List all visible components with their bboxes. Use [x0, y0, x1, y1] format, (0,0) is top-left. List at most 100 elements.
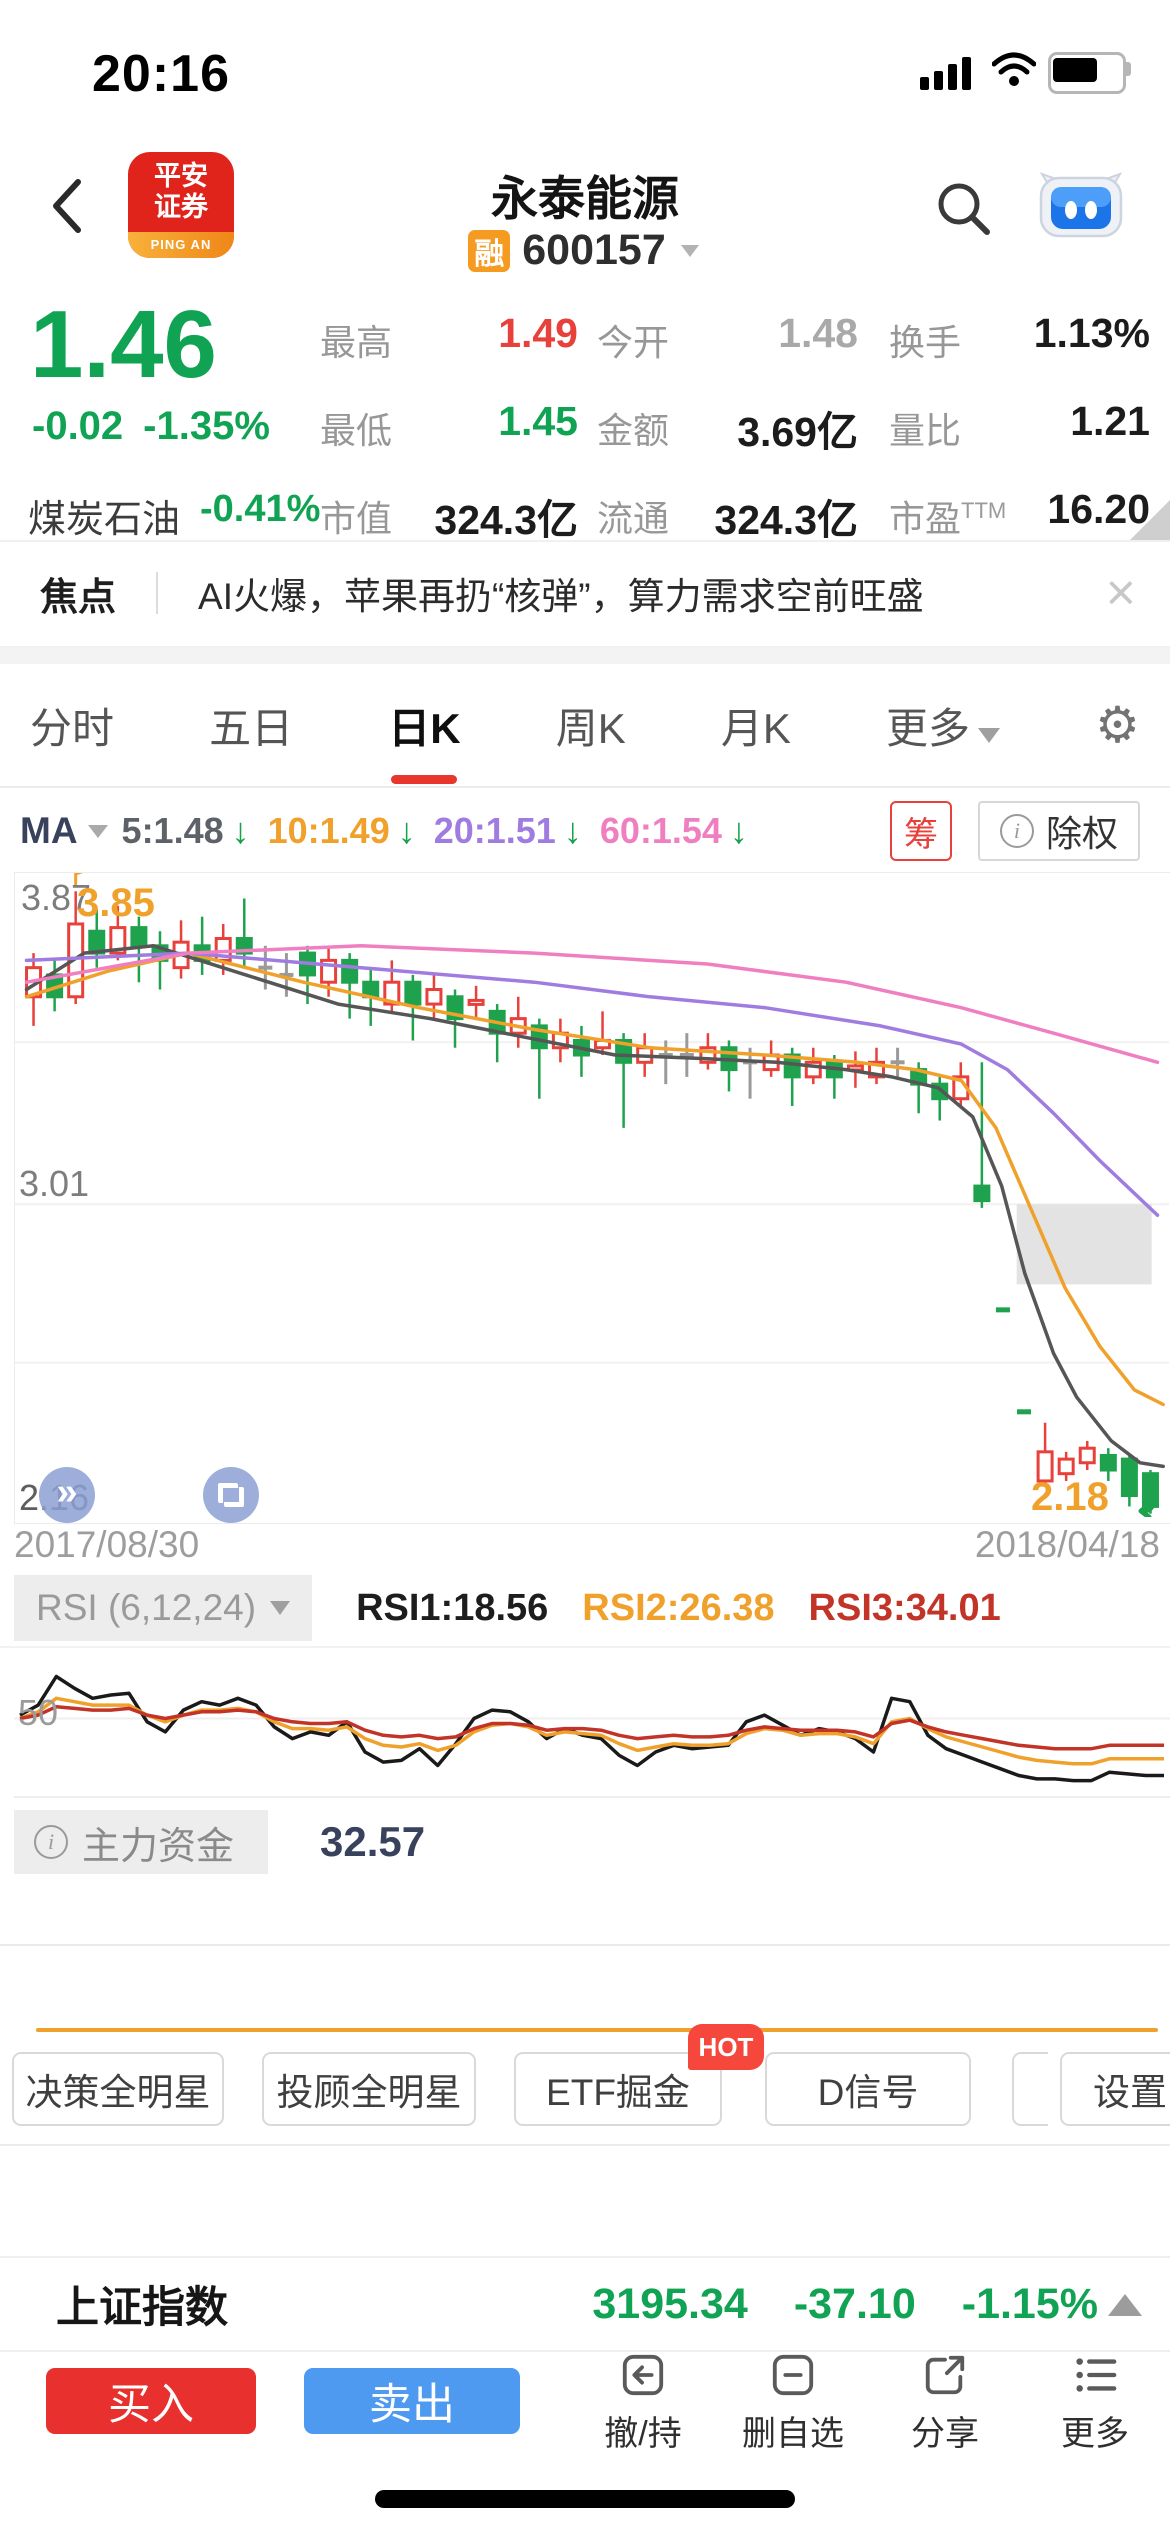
stat-label: 今开 — [597, 322, 670, 363]
logo-subtext: PING AN — [128, 232, 234, 258]
down-arrow-icon: ↓ — [231, 810, 250, 851]
hot-badge: HOT — [688, 2024, 764, 2070]
stat-label: 量比 — [889, 410, 962, 451]
stat-label: 最低 — [320, 410, 393, 451]
ma-label[interactable]: MA — [20, 810, 78, 851]
stat-value: 1.45 — [498, 398, 578, 444]
battery-level — [1053, 58, 1097, 82]
rsi-canvas — [14, 1674, 1170, 1783]
feature-button-settings[interactable]: 设置 — [1060, 2052, 1170, 2126]
index-name: 上证指数 — [56, 2284, 228, 2332]
tab-monthly-k[interactable]: 月K — [720, 704, 791, 752]
last-close-label: 2.18 — [1031, 1475, 1109, 1519]
sector-name[interactable]: 煤炭石油 — [28, 499, 181, 541]
feature-button-strategy[interactable]: 决策全明星 — [12, 2052, 224, 2126]
rsi-chart[interactable] — [14, 1648, 1170, 1798]
stat-label: 金额 — [597, 410, 670, 451]
stat-label: 市值 — [320, 498, 393, 539]
stat-label: 最高 — [320, 322, 393, 363]
battery-nub — [1126, 62, 1131, 76]
feature-button-advisor[interactable]: 投顾全明星 — [262, 2052, 476, 2126]
ma10-value: 10:1.49 — [267, 810, 390, 851]
kline-canvas — [15, 873, 1169, 1514]
battery-icon — [1048, 52, 1126, 94]
info-icon: i — [999, 814, 1034, 848]
rsi-selector[interactable]: RSI (6,12,24) — [14, 1575, 313, 1641]
start-date: 2017/08/30 — [14, 1524, 200, 1565]
tab-minute[interactable]: 分时 — [30, 704, 115, 752]
feature-button-dsignal[interactable]: D信号 — [765, 2052, 971, 2126]
expand-corner-icon[interactable] — [1130, 500, 1170, 540]
chevron-up-icon[interactable] — [1108, 2294, 1142, 2316]
kline-chart[interactable]: 3.87 3.85 3.01 2.16 2.18 » — [14, 872, 1170, 1524]
chip-distribution-button[interactable]: 筹 — [889, 801, 952, 861]
stat-value: 1.49 — [498, 310, 578, 356]
index-bar[interactable]: 上证指数 3195.34 -37.10 -1.15% — [0, 2256, 1170, 2352]
gear-icon[interactable]: ⚙ — [1095, 697, 1140, 753]
divider — [0, 1944, 1170, 1946]
search-icon[interactable] — [935, 180, 993, 238]
logo-text: 平安 — [154, 161, 208, 191]
list-icon — [1076, 2358, 1117, 2392]
pingan-securities-logo[interactable]: 平安 证券 PING AN — [128, 152, 234, 258]
stat-value: 324.3亿 — [714, 497, 858, 543]
axis-label-high: 3.87 — [21, 877, 92, 918]
tab-5day[interactable]: 五日 — [209, 704, 294, 752]
close-icon[interactable]: × — [1105, 564, 1136, 622]
index-value: 3195.34 — [592, 2279, 748, 2328]
ma20-value: 20:1.51 — [433, 810, 556, 851]
index-change: -37.10 — [793, 2279, 916, 2328]
fund-flow-line — [36, 2028, 1158, 2032]
feature-button-etf[interactable]: ETF掘金 — [514, 2052, 722, 2126]
index-change-pct: -1.15% — [961, 2279, 1098, 2328]
back-button[interactable] — [48, 178, 84, 234]
status-time: 20:16 — [92, 45, 230, 103]
assistant-robot-icon[interactable] — [1038, 170, 1124, 240]
news-banner[interactable]: 焦点 AI火爆，苹果再扔“核弹”，算力需求空前旺盛 × — [0, 540, 1170, 648]
stock-code: 600157 — [522, 226, 666, 274]
page-title: 永泰能源 — [491, 172, 679, 225]
exright-button[interactable]: i 除权 — [977, 801, 1140, 861]
tab-more[interactable]: 更多 — [886, 695, 1001, 756]
rsi-values: RSI1:18.56 RSI2:26.38 RSI3:34.01 — [356, 1587, 1001, 1630]
share-button[interactable]: 分享 — [870, 2352, 1020, 2455]
fullscreen-icon — [218, 1483, 238, 1503]
tab-weekly-k[interactable]: 周K — [555, 704, 626, 752]
rsi-mid-label: 50 — [18, 1692, 59, 1733]
margin-badge: 融 — [468, 229, 511, 272]
news-headline[interactable]: AI火爆，苹果再扔“核弹”，算力需求空前旺盛 — [198, 576, 924, 617]
fullscreen-icon — [224, 1487, 244, 1507]
home-indicator[interactable] — [375, 2490, 795, 2508]
fund-flow-selector[interactable]: i 主力资金 — [14, 1810, 269, 1874]
revoke-holdings-button[interactable]: 撤/持 — [568, 2352, 718, 2455]
more-button[interactable]: 更多 — [1020, 2352, 1170, 2455]
down-arrow-icon: ↓ — [563, 810, 582, 851]
remove-watchlist-button[interactable]: 删自选 — [718, 2352, 868, 2455]
quote-section: 1.46 -0.02 -1.35% 最高 1.49 今开 1.48 换手 1.13… — [0, 282, 1170, 543]
date-axis: 2017/08/30 2018/04/18 — [14, 1524, 1160, 1566]
tab-daily-k[interactable]: 日K — [388, 695, 460, 756]
rsi2-value: RSI2:26.38 — [582, 1586, 775, 1629]
feature-button-clipped[interactable] — [1012, 2052, 1048, 2126]
revoke-icon — [622, 2354, 664, 2396]
fullscreen-button[interactable] — [203, 1467, 259, 1523]
down-arrow-icon: ↓ — [397, 810, 416, 851]
chevron-down-icon — [978, 727, 1001, 743]
index-values: 3195.34 -37.10 -1.15% — [592, 2280, 1098, 2329]
fund-flow-value: 32.57 — [320, 1818, 426, 1865]
period-tabs: 分时 五日 日K 周K 月K 更多 ⚙ — [0, 664, 1170, 788]
sell-button[interactable]: 卖出 — [304, 2368, 520, 2434]
axis-label-mid: 3.01 — [19, 1163, 90, 1204]
section-gap — [0, 648, 1170, 664]
chevron-down-icon — [680, 244, 699, 257]
end-date: 2018/04/18 — [974, 1524, 1160, 1565]
info-icon: i — [34, 1825, 68, 1859]
stock-code-row[interactable]: 融 600157 — [0, 226, 1170, 275]
wifi-icon — [992, 52, 1036, 86]
cellular-signal-icon — [920, 56, 971, 90]
stat-value: 16.20 — [1047, 486, 1150, 532]
exright-arrow-icon — [1138, 1473, 1156, 1517]
jump-latest-button[interactable]: » — [39, 1467, 95, 1523]
buy-button[interactable]: 买入 — [46, 2368, 256, 2434]
